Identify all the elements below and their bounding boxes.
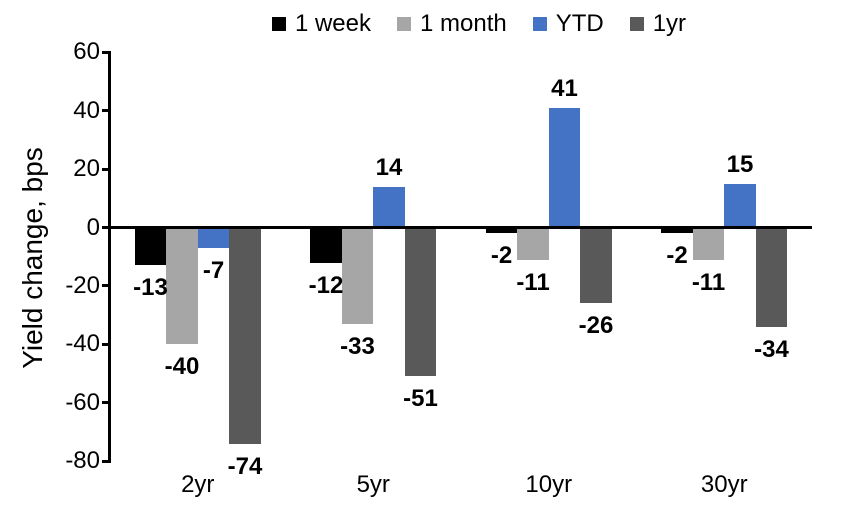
bar-1-month-2yr (166, 227, 198, 345)
bar-1yr-10yr (580, 227, 612, 304)
bar-label-1-week-5yr: -12 (308, 271, 344, 299)
y-tick-60 (102, 50, 111, 54)
y-tick-label-0: 0 (86, 213, 100, 241)
bar-label-ytd-10yr: 41 (551, 74, 578, 102)
bar-1-week-5yr (310, 227, 342, 263)
legend-swatch-ytd-icon (532, 17, 547, 31)
bar-1-month-10yr (517, 227, 549, 260)
bar-1-week-30yr (661, 227, 693, 234)
bar-label-1yr-10yr: -26 (578, 312, 614, 340)
x-category-label-30yr: 30yr (700, 471, 748, 498)
y-tick-label--40: -40 (65, 330, 100, 358)
bar-1yr-5yr (404, 227, 437, 377)
bar-ytd-5yr (373, 186, 405, 228)
legend-item-1-week: 1 week (271, 8, 371, 40)
y-tick--60 (102, 401, 111, 405)
zero-axis-line (102, 226, 812, 229)
legend-label-1yr: 1yr (652, 10, 687, 37)
bar-label-1-month-5yr: -33 (340, 332, 375, 360)
y-tick-label-60: 60 (73, 38, 100, 66)
bar-label-ytd-5yr: 14 (375, 153, 403, 181)
bar-label-ytd-2yr: -7 (202, 256, 225, 284)
x-category-label-5yr: 5yr (356, 471, 390, 498)
bar-1yr-30yr (755, 227, 788, 327)
x-category-label-2yr: 2yr (181, 471, 215, 498)
y-tick-label-20: 20 (73, 155, 100, 183)
bar-label-1-week-10yr: -2 (490, 242, 513, 270)
y-tick--40 (102, 342, 111, 346)
y-tick-label--60: -60 (65, 388, 100, 416)
legend-swatch-1yr-icon (629, 17, 644, 31)
y-tick-label-40: 40 (73, 96, 100, 124)
legend-label-ytd: YTD (555, 10, 604, 37)
legend-item-1yr: 1yr (629, 8, 687, 40)
bar-1-week-10yr (485, 227, 518, 234)
bar-ytd-2yr (197, 227, 230, 248)
y-tick-label--80: -80 (65, 447, 100, 475)
legend-swatch-1-week-icon (271, 17, 286, 31)
bar-1-month-30yr (692, 227, 725, 260)
bar-label-ytd-30yr: 15 (726, 150, 754, 178)
bar-1-month-5yr (341, 227, 374, 324)
y-axis-line (108, 52, 111, 461)
legend: 1 week 1 month YTD 1yr (128, 8, 830, 40)
bar-ytd-30yr (724, 183, 756, 228)
bar-1yr-2yr (229, 227, 261, 444)
legend-item-1-month: 1 month (396, 8, 507, 40)
y-tick-20 (102, 167, 111, 171)
bar-label-1yr-30yr: -34 (754, 335, 789, 363)
bar-1-week-2yr (134, 227, 167, 266)
y-tick--80 (102, 459, 111, 463)
bar-label-1-week-2yr: -13 (133, 274, 168, 302)
legend-item-ytd: YTD (532, 8, 604, 40)
legend-swatch-1-month-icon (396, 17, 411, 31)
bar-ytd-10yr (548, 107, 581, 228)
bar-label-1-month-30yr: -11 (691, 268, 726, 296)
bar-label-1-month-10yr: -11 (516, 268, 550, 296)
y-tick-label--20: -20 (65, 271, 100, 299)
bar-label-1-month-2yr: -40 (164, 353, 200, 381)
bar-label-1yr-5yr: -51 (403, 385, 438, 413)
legend-label-1-week: 1 week (294, 10, 371, 37)
legend-label-1-month: 1 month (419, 10, 507, 37)
y-tick-40 (102, 109, 111, 113)
bar-label-1yr-2yr: -74 (227, 452, 263, 480)
bar-label-1-week-30yr: -2 (666, 242, 688, 270)
y-tick--20 (102, 284, 111, 288)
x-category-label-10yr: 10yr (525, 471, 573, 498)
